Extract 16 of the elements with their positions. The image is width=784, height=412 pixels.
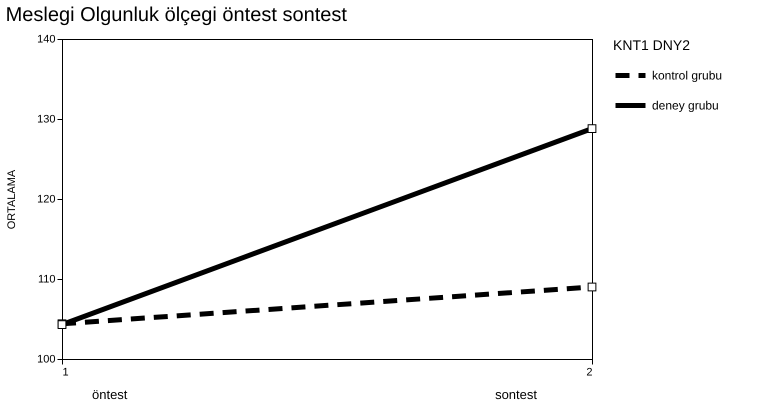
y-tick-label: 120 <box>37 194 56 206</box>
legend-label: deney grubu <box>652 98 719 112</box>
y-tick-label: 130 <box>37 114 56 126</box>
y-tick-label: 100 <box>37 354 56 366</box>
y-axis-title: ORTALAMA <box>6 169 18 230</box>
x-tick-label: 1 <box>62 366 69 378</box>
chart-title: Meslegi Olgunluk ölçegi öntest sontest <box>6 4 348 26</box>
point <box>588 124 596 133</box>
text: sontest <box>495 387 538 402</box>
legend-title: KNT1 DNY2 <box>613 37 690 53</box>
y-tick-label: 110 <box>38 274 56 286</box>
point <box>588 282 596 292</box>
x-tick-label: 2 <box>586 366 592 378</box>
legend-label: kontrol grubu <box>652 68 722 82</box>
text: öntest <box>92 387 128 402</box>
y-tick-label: 140 <box>37 34 56 46</box>
